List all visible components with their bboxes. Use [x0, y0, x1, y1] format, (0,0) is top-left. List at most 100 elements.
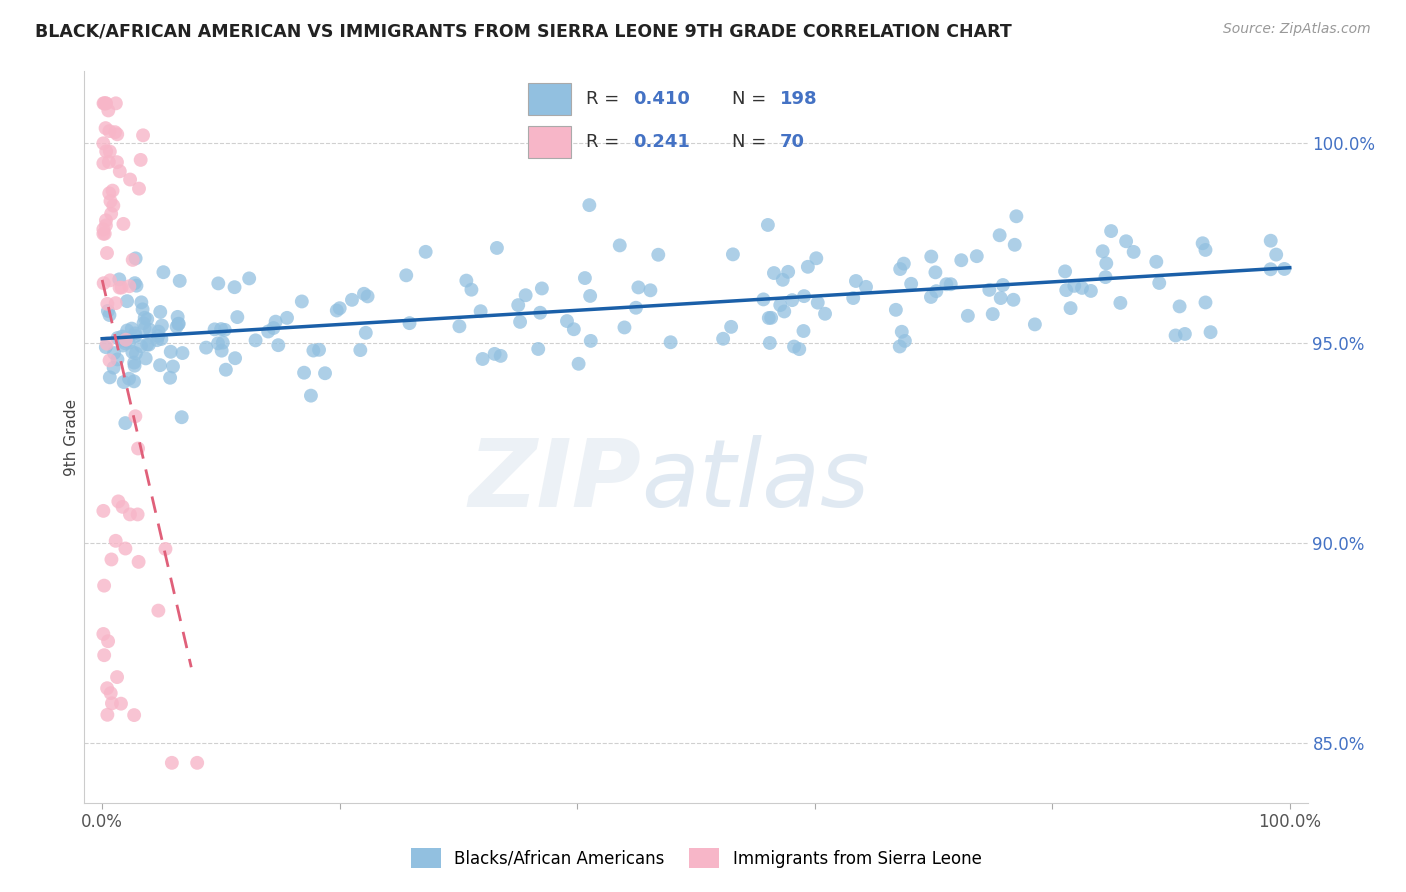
Point: [96, 681, 118, 696]
Point: [159, 344, 181, 359]
Point: [1004, 237, 1026, 252]
Point: [530, 281, 553, 295]
Point: [195, 341, 218, 355]
Point: [1054, 283, 1077, 297]
Point: [257, 325, 280, 339]
FancyBboxPatch shape: [527, 126, 571, 158]
Point: [211, 343, 233, 358]
Point: [245, 334, 267, 348]
Point: [96, 246, 118, 260]
Point: [1115, 234, 1137, 248]
Point: [96, 297, 118, 311]
Point: [990, 291, 1012, 305]
Point: [308, 343, 330, 357]
Point: [94, 219, 117, 233]
Point: [758, 310, 780, 325]
Point: [93, 504, 115, 518]
Point: [224, 351, 246, 366]
Point: [93, 96, 115, 111]
Point: [627, 280, 650, 294]
Point: [276, 310, 298, 325]
Point: [148, 329, 170, 343]
Point: [1094, 270, 1116, 285]
Point: [759, 310, 782, 325]
Point: [124, 329, 146, 343]
Point: [979, 283, 1001, 297]
Point: [108, 272, 131, 286]
Point: [1122, 244, 1144, 259]
Point: [302, 343, 325, 358]
Point: [207, 336, 229, 351]
Point: [94, 227, 117, 241]
Point: [100, 207, 122, 221]
Point: [508, 298, 530, 312]
FancyBboxPatch shape: [527, 83, 571, 114]
Point: [204, 322, 226, 336]
Point: [124, 276, 146, 290]
Point: [121, 345, 143, 359]
Point: [752, 293, 775, 307]
Point: [98, 186, 121, 201]
Point: [579, 289, 602, 303]
Point: [935, 277, 957, 292]
Point: [894, 334, 917, 348]
Point: [773, 304, 796, 318]
Point: [527, 342, 550, 356]
Point: [787, 342, 810, 356]
Point: [103, 346, 125, 360]
Point: [134, 310, 156, 325]
Point: [415, 244, 437, 259]
Point: [398, 316, 420, 330]
Point: [110, 697, 132, 711]
Point: [93, 156, 115, 170]
Point: [166, 310, 188, 324]
Point: [806, 252, 828, 266]
Point: [127, 442, 149, 456]
Point: [114, 416, 136, 430]
Text: 70: 70: [780, 133, 804, 151]
Point: [138, 337, 160, 351]
Point: [720, 319, 742, 334]
Point: [562, 322, 585, 336]
Point: [136, 312, 159, 326]
Point: [395, 268, 418, 283]
Point: [772, 273, 794, 287]
Point: [1063, 278, 1085, 293]
Point: [1080, 284, 1102, 298]
Point: [1054, 264, 1077, 278]
Point: [624, 301, 647, 315]
Point: [93, 222, 115, 236]
Point: [98, 145, 121, 159]
Text: R =: R =: [586, 133, 626, 151]
Point: [100, 194, 122, 209]
Point: [292, 366, 315, 380]
Point: [1024, 318, 1046, 332]
Point: [131, 295, 153, 310]
Y-axis label: 9th Grade: 9th Grade: [63, 399, 79, 475]
Point: [1265, 247, 1288, 261]
Point: [124, 252, 146, 266]
Point: [107, 494, 129, 508]
Point: [104, 296, 127, 310]
Point: [155, 541, 177, 556]
Point: [100, 552, 122, 566]
Point: [94, 340, 117, 354]
Point: [114, 336, 136, 351]
Point: [128, 555, 150, 569]
Point: [115, 333, 138, 347]
Point: [103, 360, 125, 375]
Text: 198: 198: [780, 90, 817, 108]
Point: [96, 707, 118, 722]
Point: [920, 290, 942, 304]
Point: [356, 289, 378, 303]
Point: [103, 198, 125, 212]
Point: [1199, 325, 1222, 339]
Text: 0.241: 0.241: [634, 133, 690, 151]
Point: [132, 316, 155, 330]
Text: Source: ZipAtlas.com: Source: ZipAtlas.com: [1223, 22, 1371, 37]
Point: [792, 324, 814, 338]
Point: [112, 217, 135, 231]
Point: [509, 315, 531, 329]
Point: [340, 293, 363, 307]
Point: [134, 321, 156, 335]
